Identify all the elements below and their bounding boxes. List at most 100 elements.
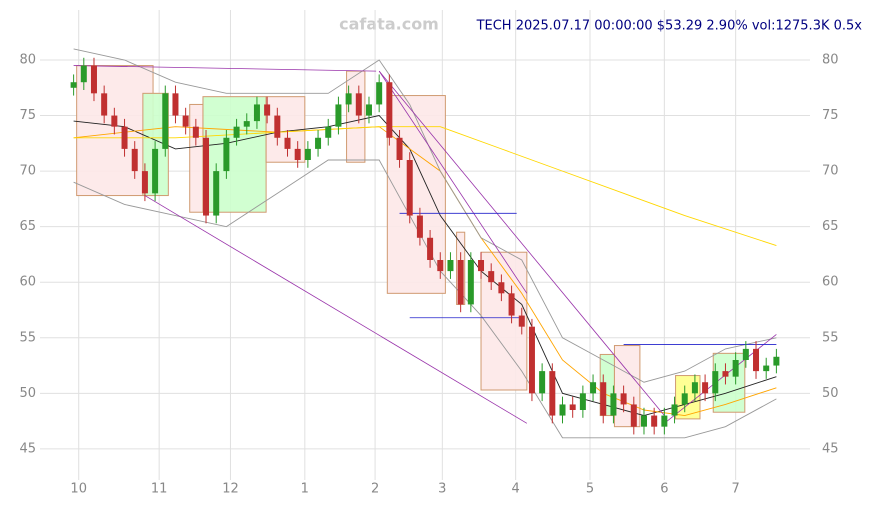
y-tick-label: 60 xyxy=(19,275,36,290)
candle-body xyxy=(203,137,210,216)
candle-body xyxy=(549,371,556,416)
y-tick-label: 65 xyxy=(19,219,36,234)
zone xyxy=(712,352,746,413)
candle-body xyxy=(121,126,128,149)
trend-line xyxy=(378,70,528,294)
candle-body xyxy=(753,348,760,372)
candle-body xyxy=(640,415,647,427)
candle-body xyxy=(569,404,576,410)
y-tick-label: 45 xyxy=(822,441,839,456)
candle-body xyxy=(427,237,434,260)
candle-body xyxy=(702,382,709,394)
trend-line xyxy=(144,195,528,424)
candle-body xyxy=(365,104,372,116)
candle-body xyxy=(579,393,586,410)
candle-body xyxy=(396,137,403,160)
y-tick-label: 75 xyxy=(822,108,839,123)
candle-body xyxy=(671,404,678,416)
candle-body xyxy=(253,104,260,122)
candle-body xyxy=(559,404,566,416)
candle-body xyxy=(264,104,271,116)
candle-body xyxy=(722,371,729,377)
candle-body xyxy=(600,382,607,416)
x-tick-label: 11 xyxy=(151,482,168,497)
candle-body xyxy=(325,126,332,138)
candle-body xyxy=(335,104,342,127)
y-tick-label: 70 xyxy=(19,164,36,179)
candle-body xyxy=(101,93,108,116)
candle-body xyxy=(213,171,220,216)
candle-body xyxy=(773,356,780,366)
candle-body xyxy=(590,382,597,394)
candle-body xyxy=(111,115,118,127)
y-tick-label: 80 xyxy=(19,53,36,68)
zone xyxy=(189,103,204,213)
candle-body xyxy=(274,115,281,138)
zone xyxy=(346,70,366,163)
x-tick-label: 4 xyxy=(512,482,520,497)
candle-body xyxy=(447,260,454,272)
candle-body xyxy=(498,282,505,294)
y-tick-label: 55 xyxy=(822,330,839,345)
candle-body xyxy=(233,126,240,138)
candle-body xyxy=(406,160,413,216)
candle-body xyxy=(620,393,627,405)
x-tick-label: 10 xyxy=(70,482,87,497)
candle-body xyxy=(691,382,698,394)
candle-body xyxy=(70,82,77,88)
candle-body xyxy=(467,260,474,305)
candle-body xyxy=(478,260,485,272)
y-tick-label: 80 xyxy=(822,53,839,68)
trend-line xyxy=(378,70,665,416)
candle-body xyxy=(376,82,383,105)
candle-body xyxy=(294,148,301,160)
candle-body xyxy=(223,137,230,172)
y-tick-label: 75 xyxy=(19,108,36,123)
candle-body xyxy=(192,126,199,138)
candle-body xyxy=(610,393,617,416)
candle-body xyxy=(488,271,495,283)
indicator-line xyxy=(73,48,777,383)
candle-body xyxy=(518,315,525,327)
candle-body xyxy=(437,260,444,272)
candle-body xyxy=(712,371,719,394)
x-tick-label: 5 xyxy=(586,482,594,497)
candle-body xyxy=(681,393,688,405)
y-tick-label: 70 xyxy=(822,164,839,179)
candle-body xyxy=(141,171,148,194)
candle-body xyxy=(162,93,169,149)
candle-body xyxy=(528,326,535,394)
candle-body xyxy=(304,148,311,160)
chart-title: TECH 2025.07.17 00:00:00 $53.29 2.90% vo… xyxy=(476,19,863,34)
x-tick-label: 12 xyxy=(222,482,239,497)
y-tick-label: 50 xyxy=(19,386,36,401)
candle-body xyxy=(80,65,87,83)
candle-body xyxy=(651,415,658,427)
candle-body xyxy=(172,93,179,116)
x-tick-label: 7 xyxy=(732,482,740,497)
candle-body xyxy=(131,148,138,172)
candle-body xyxy=(243,121,250,127)
candle-body xyxy=(345,93,352,105)
candle-body xyxy=(630,404,637,427)
y-tick-label: 45 xyxy=(19,441,36,456)
candle-body xyxy=(182,115,189,127)
candle-body xyxy=(661,415,668,427)
y-tick-label: 50 xyxy=(822,386,839,401)
candle-body xyxy=(152,148,159,194)
y-tick-label: 65 xyxy=(822,219,839,234)
candle-body xyxy=(508,293,515,316)
watermark: cafata.com xyxy=(339,15,439,34)
candle-body xyxy=(742,348,749,360)
candle-body xyxy=(284,137,291,149)
candle-body xyxy=(386,82,393,138)
candle-body xyxy=(457,260,464,305)
x-tick-label: 2 xyxy=(371,482,379,497)
candle-body xyxy=(539,371,546,394)
x-tick-label: 3 xyxy=(438,482,446,497)
candle-body xyxy=(315,137,322,149)
y-tick-label: 55 xyxy=(19,330,36,345)
zone xyxy=(386,95,446,294)
candle-body xyxy=(416,215,423,238)
